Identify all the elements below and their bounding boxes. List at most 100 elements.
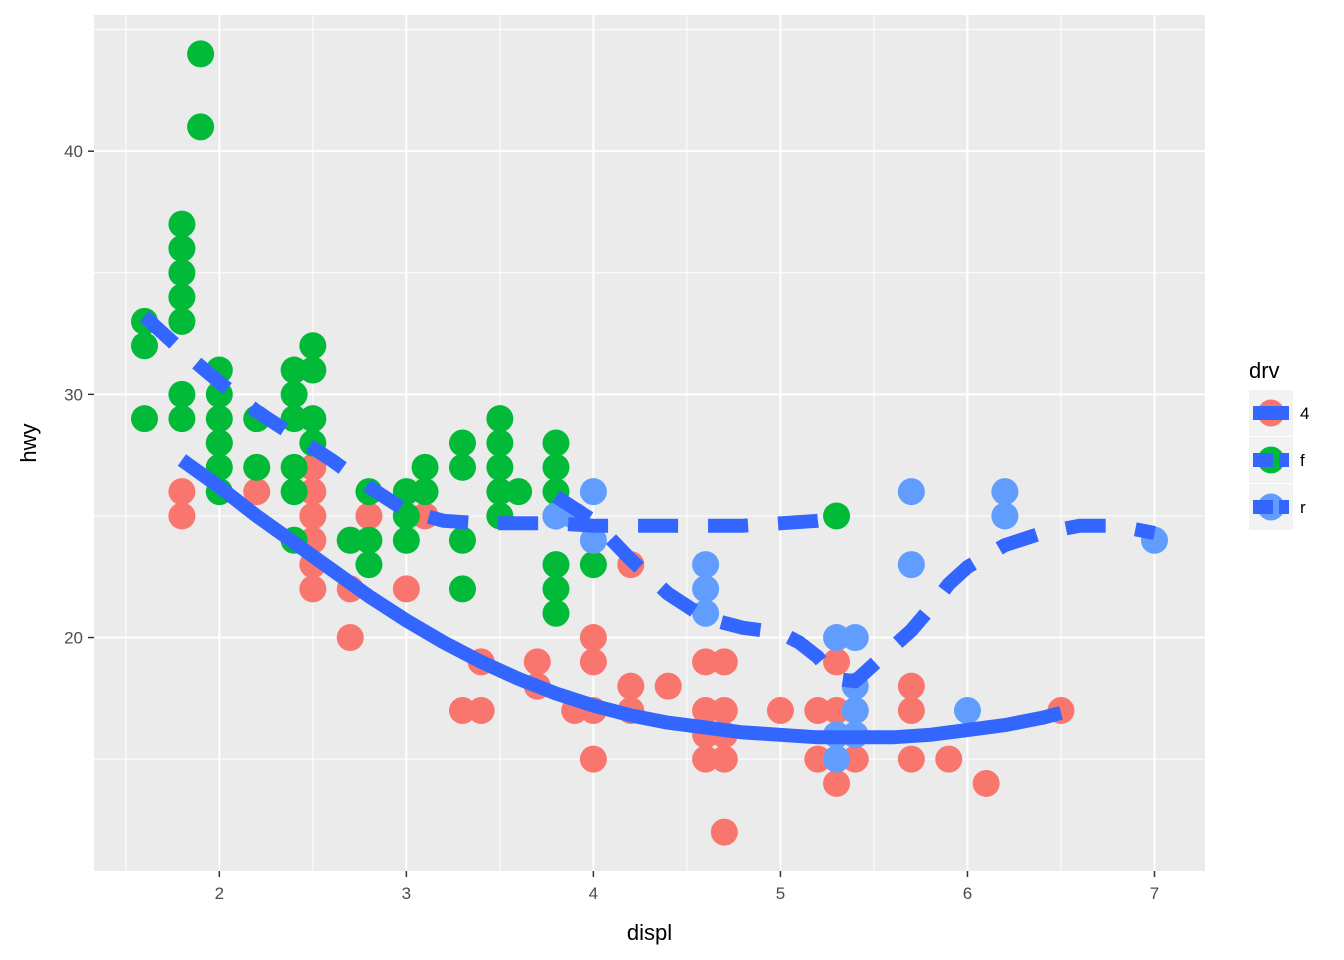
point-drv-4 bbox=[766, 697, 794, 724]
point-drv-4 bbox=[336, 624, 364, 652]
legend-label-r: r bbox=[1300, 498, 1306, 517]
point-drv-f bbox=[448, 575, 476, 603]
point-drv-f bbox=[355, 551, 383, 579]
point-drv-4 bbox=[617, 672, 645, 700]
point-drv-r bbox=[579, 526, 607, 554]
point-drv-4 bbox=[897, 697, 925, 724]
point-drv-f bbox=[280, 356, 308, 384]
point-drv-4 bbox=[804, 697, 832, 724]
point-drv-4 bbox=[710, 648, 738, 676]
point-drv-f bbox=[542, 551, 570, 579]
y-tick-label: 20 bbox=[64, 629, 83, 648]
point-drv-4 bbox=[168, 502, 196, 530]
point-drv-f bbox=[392, 502, 420, 530]
point-drv-4 bbox=[710, 745, 738, 773]
point-drv-f bbox=[280, 478, 308, 506]
point-drv-f bbox=[299, 356, 327, 384]
y-tick-label: 40 bbox=[64, 142, 83, 161]
smooth-line-drv-f bbox=[139, 311, 838, 533]
point-drv-4 bbox=[523, 648, 551, 676]
point-drv-f bbox=[168, 380, 196, 408]
point-drv-4 bbox=[897, 672, 925, 700]
point-drv-f bbox=[448, 526, 476, 554]
point-drv-f bbox=[823, 502, 851, 530]
minor-gridlines bbox=[94, 15, 1205, 871]
point-drv-4 bbox=[448, 697, 476, 724]
point-drv-4 bbox=[692, 697, 720, 724]
point-drv-f bbox=[168, 234, 196, 262]
point-drv-f bbox=[243, 453, 271, 481]
smooth-line-drv-4 bbox=[177, 454, 1063, 745]
point-drv-4 bbox=[935, 745, 963, 773]
point-drv-r bbox=[823, 624, 851, 652]
point-drv-f bbox=[131, 405, 158, 433]
point-drv-r bbox=[953, 697, 981, 724]
point-drv-f bbox=[448, 429, 476, 457]
point-drv-f bbox=[205, 405, 233, 433]
point-drv-f bbox=[505, 478, 533, 506]
x-tick-label: 7 bbox=[1150, 884, 1159, 903]
point-drv-4 bbox=[243, 478, 271, 506]
point-drv-f bbox=[187, 40, 215, 68]
point-drv-f bbox=[299, 405, 327, 433]
point-drv-4 bbox=[823, 769, 851, 797]
x-tick-label: 6 bbox=[963, 884, 972, 903]
point-drv-f bbox=[411, 478, 439, 506]
point-drv-4 bbox=[467, 697, 495, 724]
point-drv-f bbox=[168, 283, 196, 311]
point-drv-f bbox=[131, 332, 158, 360]
point-drv-f bbox=[355, 526, 383, 554]
point-drv-f bbox=[542, 453, 570, 481]
point-drv-4 bbox=[299, 502, 327, 530]
x-axis: 2 3 4 5 6 7 bbox=[215, 871, 1159, 903]
smooth-line-drv-r bbox=[552, 490, 1156, 689]
point-drv-4 bbox=[579, 745, 607, 773]
y-axis-title: hwy bbox=[16, 423, 41, 462]
point-drv-4 bbox=[804, 745, 832, 773]
point-drv-4 bbox=[823, 697, 851, 724]
point-drv-f bbox=[280, 405, 308, 433]
legend: drv 4 f r bbox=[1249, 358, 1309, 530]
point-drv-f bbox=[392, 526, 420, 554]
y-tick-label: 30 bbox=[64, 385, 83, 404]
point-drv-4 bbox=[579, 648, 607, 676]
point-drv-4 bbox=[299, 575, 327, 603]
point-drv-r bbox=[841, 624, 869, 652]
point-drv-4 bbox=[654, 672, 682, 700]
point-drv-4 bbox=[897, 745, 925, 773]
legend-label-4: 4 bbox=[1300, 404, 1309, 423]
x-tick-label: 4 bbox=[589, 884, 598, 903]
point-drv-f bbox=[168, 259, 196, 287]
point-drv-4 bbox=[710, 818, 738, 846]
point-drv-r bbox=[692, 551, 720, 579]
point-drv-f bbox=[411, 453, 439, 481]
point-drv-4 bbox=[823, 648, 851, 676]
x-tick-label: 2 bbox=[215, 884, 224, 903]
point-drv-f bbox=[486, 405, 514, 433]
point-drv-f bbox=[579, 551, 607, 579]
point-drv-r bbox=[692, 599, 720, 627]
point-drv-4 bbox=[972, 769, 1000, 797]
point-drv-f bbox=[168, 307, 196, 335]
point-drv-f bbox=[486, 478, 514, 506]
x-tick-label: 5 bbox=[776, 884, 785, 903]
point-drv-f bbox=[280, 380, 308, 408]
point-drv-4 bbox=[392, 575, 420, 603]
point-drv-r bbox=[823, 745, 851, 773]
point-drv-f bbox=[187, 113, 215, 141]
point-drv-4 bbox=[579, 624, 607, 652]
y-axis: 20 30 40 bbox=[64, 142, 94, 648]
point-drv-r bbox=[991, 502, 1019, 530]
point-drv-4 bbox=[841, 745, 869, 773]
point-drv-4 bbox=[710, 697, 738, 724]
x-tick-label: 3 bbox=[402, 884, 411, 903]
point-drv-r bbox=[841, 697, 869, 724]
point-drv-r bbox=[897, 478, 925, 506]
point-drv-f bbox=[542, 575, 570, 603]
point-drv-f bbox=[486, 429, 514, 457]
legend-label-f: f bbox=[1300, 451, 1305, 470]
point-drv-f bbox=[542, 429, 570, 457]
point-drv-4 bbox=[692, 648, 720, 676]
x-axis-title: displ bbox=[627, 920, 672, 945]
